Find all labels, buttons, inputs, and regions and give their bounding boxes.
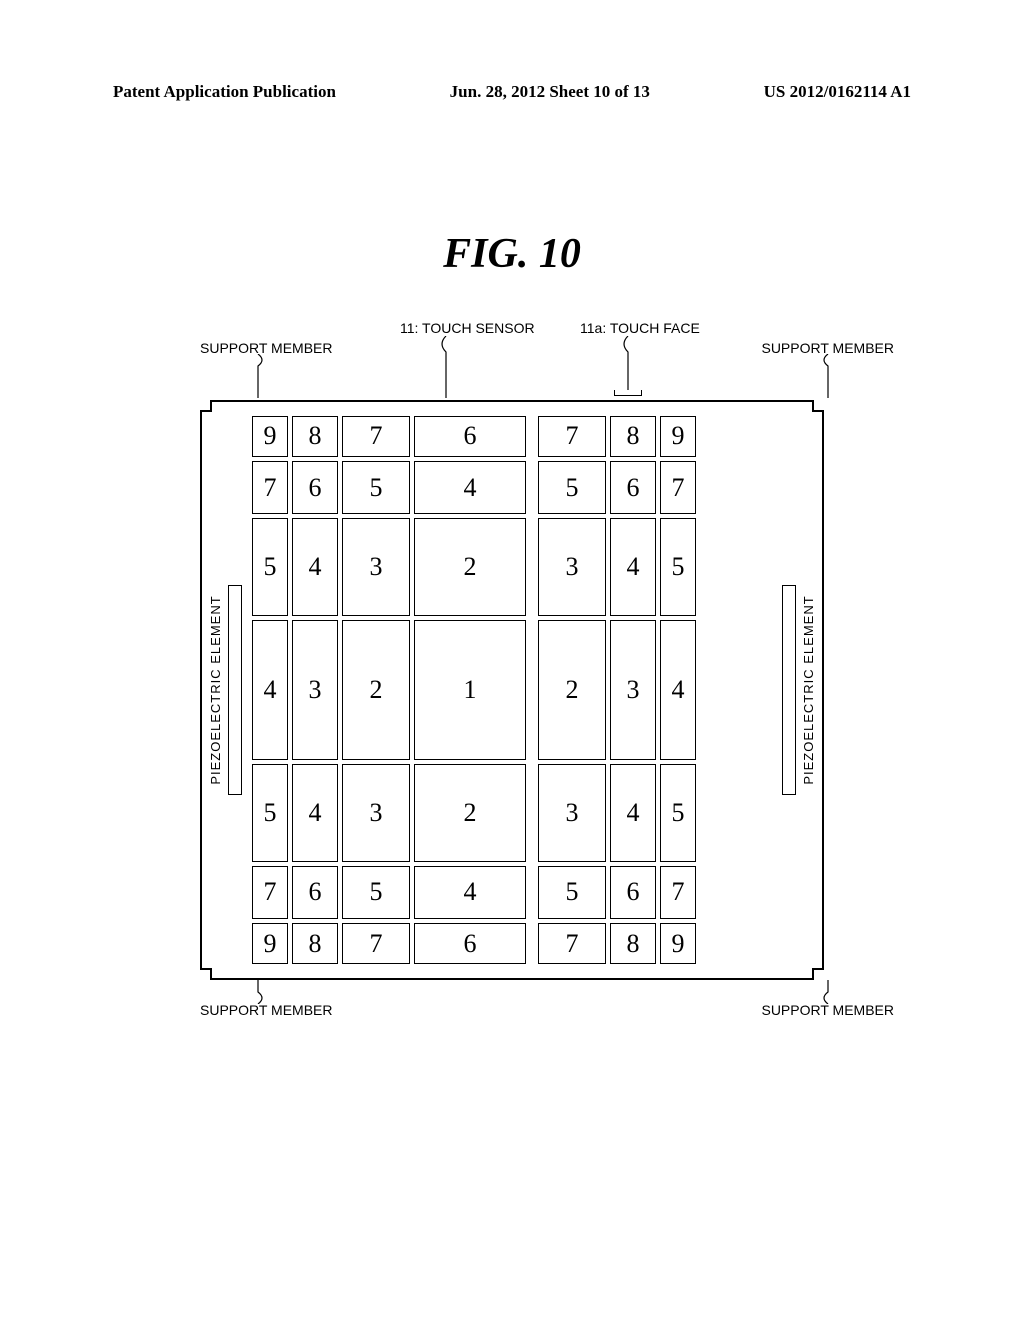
piezo-label-left: PIEZOELECTRIC ELEMENT <box>208 595 223 784</box>
corner-tl <box>200 400 212 412</box>
diagram: SUPPORT MEMBER 11: TOUCH SENSOR 11a: TOU… <box>200 320 824 1026</box>
main-frame: PIEZOELECTRIC ELEMENT PIEZOELECTRIC ELEM… <box>200 400 824 980</box>
figure-title: FIG. 10 <box>0 230 1024 278</box>
grid-row: 9876789 <box>252 923 772 964</box>
grid-row: 5432345 <box>252 764 772 861</box>
grid-row: 7654567 <box>252 461 772 514</box>
grid-cell: 7 <box>538 923 606 964</box>
grid-row: 4321234 <box>252 620 772 761</box>
touchface-marker <box>614 390 642 396</box>
grid-cell: 4 <box>660 620 696 761</box>
corner-br <box>812 968 824 980</box>
leader-support-bl <box>250 980 266 1004</box>
grid-cell: 3 <box>538 764 606 861</box>
header-right: US 2012/0162114 A1 <box>764 82 911 102</box>
grid-cell: 6 <box>414 923 526 964</box>
value-grid: 9876789765456754323454321234543234576545… <box>252 416 772 964</box>
support-member-label-tl: SUPPORT MEMBER <box>200 340 333 356</box>
grid-cell: 5 <box>252 764 288 861</box>
grid-cell: 8 <box>610 923 656 964</box>
grid-cell: 7 <box>342 416 410 457</box>
grid-cell: 2 <box>538 620 606 761</box>
grid-cell: 9 <box>252 416 288 457</box>
grid-cell: 9 <box>660 923 696 964</box>
grid-cell: 7 <box>252 461 288 514</box>
patent-header: Patent Application Publication Jun. 28, … <box>113 82 911 102</box>
piezo-box-left <box>228 585 242 795</box>
leader-touch-face <box>620 336 650 398</box>
grid-cell: 4 <box>292 764 338 861</box>
grid-cell: 8 <box>292 923 338 964</box>
grid-cell: 1 <box>414 620 526 761</box>
grid-cell: 8 <box>610 416 656 457</box>
grid-cell: 9 <box>660 416 696 457</box>
grid-cell: 3 <box>538 518 606 615</box>
grid-cell: 5 <box>538 461 606 514</box>
grid-cell: 2 <box>414 764 526 861</box>
grid-cell: 3 <box>342 764 410 861</box>
grid-cell: 8 <box>292 416 338 457</box>
grid-cell: 4 <box>610 518 656 615</box>
piezo-box-right <box>782 585 796 795</box>
bottom-labels: SUPPORT MEMBER SUPPORT MEMBER <box>200 986 824 1026</box>
support-member-label-br: SUPPORT MEMBER <box>761 1002 894 1018</box>
grid-cell: 5 <box>660 518 696 615</box>
grid-cell: 6 <box>292 866 338 919</box>
grid-cell: 2 <box>414 518 526 615</box>
grid-cell: 5 <box>342 461 410 514</box>
leader-support-tr <box>820 354 836 398</box>
grid-cell: 5 <box>660 764 696 861</box>
grid-cell: 7 <box>342 923 410 964</box>
grid-cell: 3 <box>342 518 410 615</box>
grid-cell: 4 <box>292 518 338 615</box>
grid-cell: 5 <box>342 866 410 919</box>
grid-cell: 3 <box>292 620 338 761</box>
grid-cell: 7 <box>660 461 696 514</box>
header-left: Patent Application Publication <box>113 82 336 102</box>
grid-cell: 4 <box>610 764 656 861</box>
grid-cell: 4 <box>252 620 288 761</box>
grid-row: 5432345 <box>252 518 772 615</box>
leader-touch-sensor <box>438 336 454 398</box>
grid-cell: 6 <box>610 461 656 514</box>
grid-cell: 4 <box>414 866 526 919</box>
grid-row: 9876789 <box>252 416 772 457</box>
grid-row: 7654567 <box>252 866 772 919</box>
grid-cell: 4 <box>414 461 526 514</box>
grid-cell: 7 <box>252 866 288 919</box>
grid-cell: 3 <box>610 620 656 761</box>
support-member-label-bl: SUPPORT MEMBER <box>200 1002 333 1018</box>
piezo-label-right: PIEZOELECTRIC ELEMENT <box>801 595 816 784</box>
grid-cell: 9 <box>252 923 288 964</box>
leader-support-br <box>820 980 836 1004</box>
grid-cell: 6 <box>610 866 656 919</box>
corner-tr <box>812 400 824 412</box>
corner-bl <box>200 968 212 980</box>
top-labels: SUPPORT MEMBER 11: TOUCH SENSOR 11a: TOU… <box>200 320 824 380</box>
grid-cell: 5 <box>252 518 288 615</box>
grid-cell: 7 <box>538 416 606 457</box>
grid-cell: 2 <box>342 620 410 761</box>
grid-cell: 6 <box>292 461 338 514</box>
header-center: Jun. 28, 2012 Sheet 10 of 13 <box>450 82 650 102</box>
grid-cell: 6 <box>414 416 526 457</box>
grid-cell: 7 <box>660 866 696 919</box>
grid-cell: 5 <box>538 866 606 919</box>
leader-support-tl <box>250 354 266 398</box>
touch-sensor-label: 11: TOUCH SENSOR <box>400 320 535 336</box>
touch-face-label: 11a: TOUCH FACE <box>580 320 700 336</box>
